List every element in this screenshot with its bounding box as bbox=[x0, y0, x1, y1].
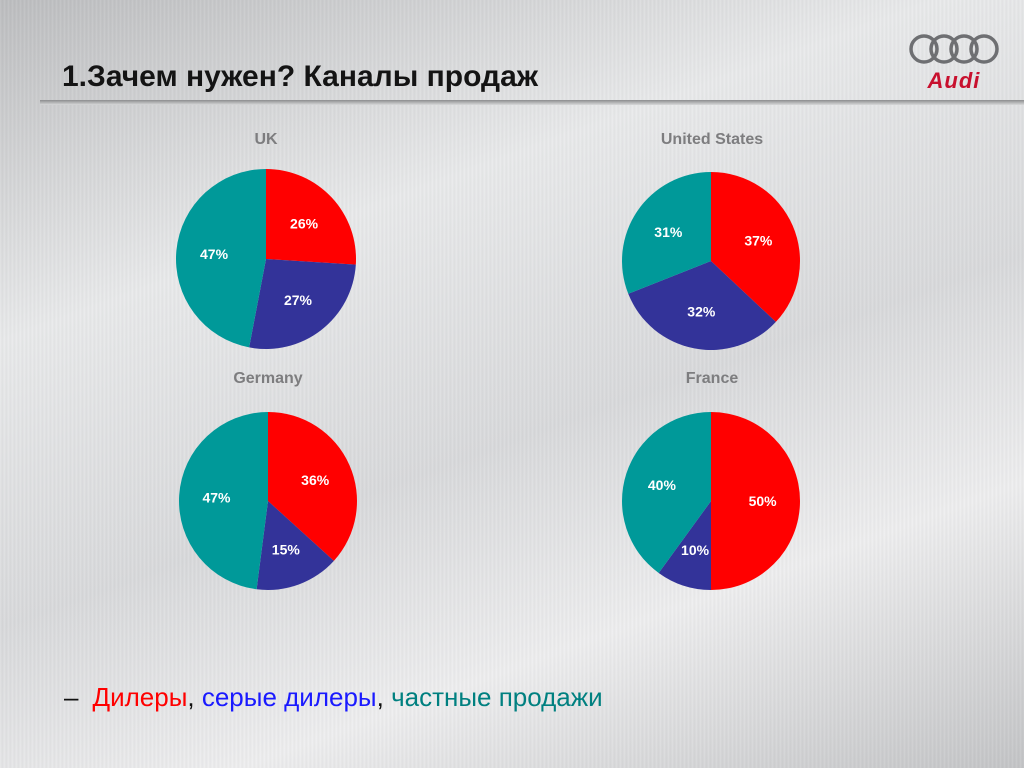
audi-logo: Audi bbox=[906, 32, 1002, 94]
slice-dealers bbox=[266, 169, 356, 265]
slice-grey-dealers bbox=[249, 259, 356, 349]
slice-private-sales bbox=[622, 412, 711, 574]
slice-label: 47% bbox=[200, 246, 229, 262]
pie-chart-france: France 50% 10% 40% bbox=[582, 367, 842, 607]
audi-logo-text: Audi bbox=[927, 68, 981, 93]
legend-line: – Дилеры, серые дилеры, частные продажи bbox=[64, 682, 603, 713]
pie-title: United States bbox=[660, 131, 764, 148]
slice-dealers bbox=[268, 412, 357, 561]
pie-title: France bbox=[685, 370, 739, 387]
slice-label: 15% bbox=[272, 541, 301, 557]
slice-label: 50% bbox=[749, 493, 778, 509]
slice-grey-dealers bbox=[628, 261, 776, 350]
legend-dealers: Дилеры bbox=[92, 682, 188, 712]
slice-grey-dealers bbox=[256, 501, 334, 590]
slice-grey-dealers bbox=[658, 501, 711, 590]
pie-chart-uk: UK 26% 27% 47% bbox=[136, 128, 396, 368]
slice-label: 40% bbox=[648, 477, 677, 493]
legend-separator: , bbox=[376, 682, 392, 712]
slice-label: 31% bbox=[654, 224, 683, 240]
slice-dealers bbox=[711, 172, 800, 322]
slice-label: 10% bbox=[681, 542, 710, 558]
pie-svg: 37% 32% 31% bbox=[622, 172, 800, 350]
pie-title: UK bbox=[254, 131, 278, 148]
pie-svg: 36% 15% 47% bbox=[178, 412, 357, 590]
slice-label: 47% bbox=[202, 490, 231, 506]
legend-grey-dealers: серые дилеры bbox=[201, 682, 377, 712]
title-divider bbox=[40, 100, 1024, 105]
slice-label: 36% bbox=[301, 472, 330, 488]
slice-private-sales bbox=[178, 412, 268, 590]
slice-label: 26% bbox=[290, 215, 319, 231]
slice-private-sales bbox=[622, 172, 711, 294]
pie-svg: 50% 10% 40% bbox=[622, 412, 800, 590]
slice-label: 32% bbox=[687, 304, 716, 320]
pie-title: Germany bbox=[233, 370, 303, 387]
legend-separator: , bbox=[187, 682, 202, 712]
legend-dash: – bbox=[64, 682, 79, 712]
audi-rings-icon bbox=[909, 34, 999, 64]
slice-dealers bbox=[711, 412, 800, 590]
pie-chart-united-states: United States 37% 32% 31% bbox=[582, 128, 842, 368]
slice-private-sales bbox=[175, 169, 266, 348]
legend-private-sales: частные продажи bbox=[391, 682, 603, 712]
slice-label: 27% bbox=[284, 292, 313, 308]
pie-svg: 26% 27% 47% bbox=[175, 169, 356, 349]
slide-title: 1.Зачем нужен? Каналы продаж bbox=[62, 60, 539, 93]
slice-label: 37% bbox=[744, 232, 773, 248]
pie-chart-germany: Germany 36% 15% 47% bbox=[138, 367, 398, 607]
